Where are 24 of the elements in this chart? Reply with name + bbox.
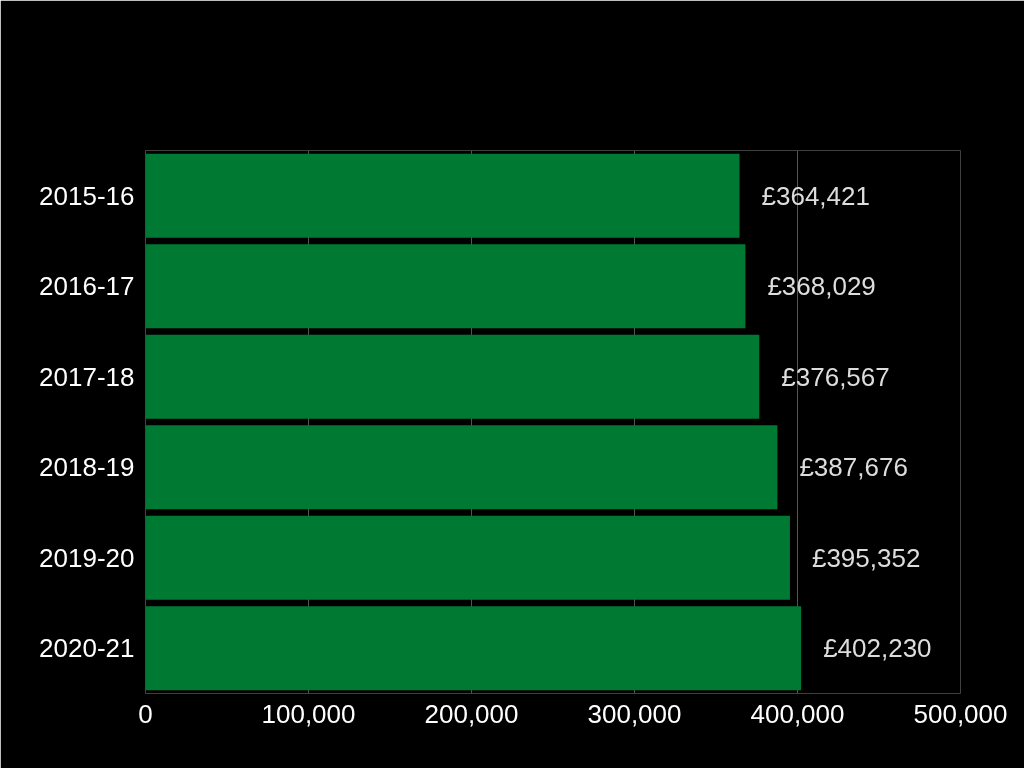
data-label: £364,421 — [761, 180, 870, 211]
x-tick-label: 500,000 — [913, 698, 1008, 729]
y-tick-label: 2019-20 — [39, 542, 135, 573]
bar — [145, 244, 746, 329]
y-tick-label: 2015-16 — [39, 180, 135, 211]
data-label: £368,029 — [767, 271, 876, 302]
bar — [145, 515, 790, 600]
bar — [145, 153, 740, 238]
bar — [145, 334, 760, 419]
y-tick-label: 2016-17 — [39, 271, 135, 302]
data-label: £395,352 — [811, 542, 921, 573]
y-tick-label: 2020-21 — [39, 633, 135, 664]
y-tick-label: 2017-18 — [39, 361, 135, 392]
data-label: £402,230 — [823, 633, 932, 664]
y-tick-label: 2018-19 — [39, 452, 135, 483]
data-label: £376,567 — [781, 361, 890, 392]
bar — [145, 606, 802, 691]
x-tick-label: 200,000 — [424, 698, 519, 729]
x-tick-label: 100,000 — [261, 698, 356, 729]
bar — [145, 425, 778, 510]
x-tick-label: 0 — [138, 698, 153, 729]
x-tick-label: 300,000 — [587, 698, 682, 729]
data-label: £387,676 — [799, 452, 908, 483]
x-tick-label: 400,000 — [750, 698, 845, 729]
